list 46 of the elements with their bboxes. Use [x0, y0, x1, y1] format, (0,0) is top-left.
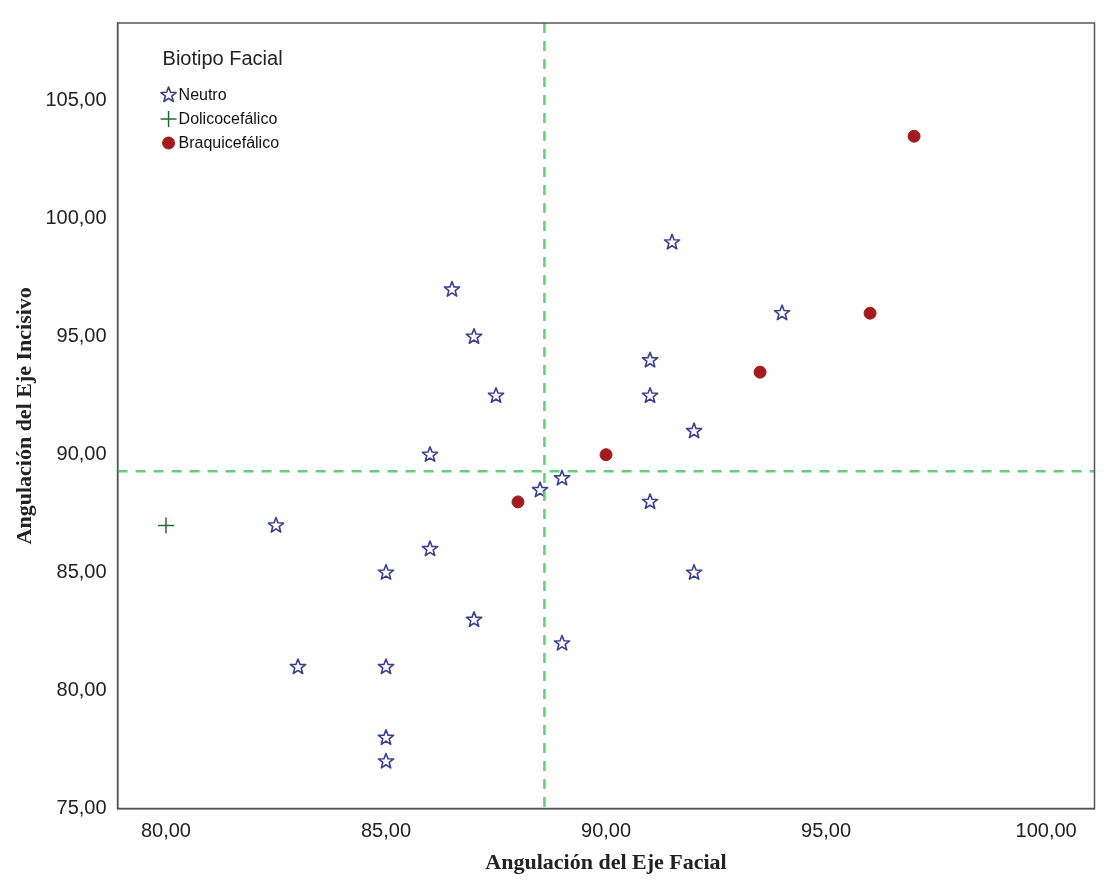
- legend-label: Braquicefálico: [178, 134, 280, 152]
- point: [553, 634, 571, 651]
- y-tick-label: 85,00: [56, 560, 107, 583]
- y-tick-label: 75,00: [56, 796, 107, 819]
- y-tick-label: 95,00: [56, 324, 107, 347]
- point: [599, 448, 613, 462]
- point: [685, 563, 703, 580]
- point: [377, 729, 395, 746]
- point: [553, 469, 571, 486]
- legend-title: Biotipo Facial: [162, 46, 283, 69]
- point: [377, 658, 395, 675]
- point: [421, 540, 439, 557]
- point: [487, 386, 505, 404]
- y-axis-title: Angulación del Eje Incisivo: [10, 287, 36, 545]
- legend-label: Neutro: [178, 86, 227, 104]
- point: [863, 306, 877, 320]
- point: [641, 493, 659, 510]
- x-tick-label: 95,00: [801, 819, 852, 842]
- point: [907, 129, 921, 143]
- point: [685, 422, 703, 439]
- point: [157, 516, 175, 535]
- point: [443, 280, 461, 297]
- point: [377, 563, 395, 580]
- point: [267, 516, 285, 533]
- point: [773, 304, 791, 321]
- point: [421, 445, 439, 462]
- point: [753, 365, 767, 379]
- y-tick-label: 80,00: [56, 678, 107, 701]
- point: [465, 611, 483, 628]
- point: [377, 752, 395, 769]
- x-tick-label: 85,00: [360, 819, 412, 842]
- point: [641, 351, 659, 368]
- point: [289, 658, 307, 675]
- x-axis-title: Angulación del Eje Facial: [485, 849, 727, 875]
- y-tick-label: 105,00: [45, 88, 107, 111]
- point: [465, 327, 483, 345]
- point: [511, 495, 525, 509]
- x-tick-label: 90,00: [581, 819, 632, 842]
- x-tick-label: 100,00: [1015, 819, 1077, 842]
- y-tick-label: 100,00: [45, 206, 107, 229]
- point: [531, 481, 549, 498]
- legend-label: Dolicocefálico: [178, 110, 278, 128]
- y-tick-label: 90,00: [56, 442, 107, 465]
- point: [663, 233, 681, 250]
- x-tick-label: 80,00: [140, 819, 192, 842]
- point: [641, 386, 659, 404]
